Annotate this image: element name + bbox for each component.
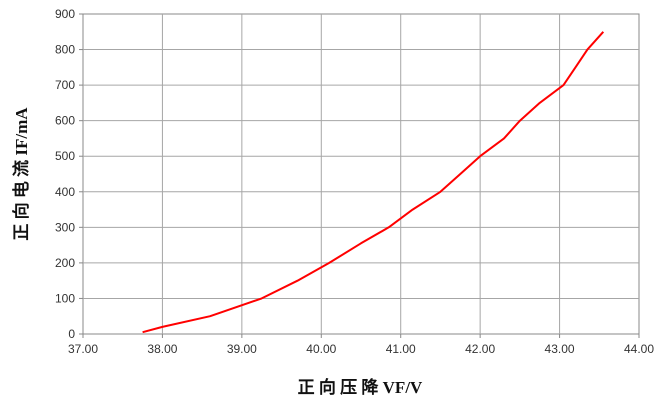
- y-tick-label: 0: [68, 327, 75, 341]
- x-tick-label: 37.00: [68, 342, 98, 356]
- y-tick-label: 100: [55, 291, 75, 305]
- x-tick-labels: 37.00 38.00 39.00 40.00 41.00 42.00 43.00 44.00: [68, 342, 654, 356]
- x-tick-label: 41.00: [386, 342, 416, 356]
- y-tick-label: 900: [55, 7, 75, 21]
- series-line: [142, 31, 605, 334]
- x-tick-label: 42.00: [465, 342, 495, 356]
- y-tick-label: 800: [55, 43, 75, 57]
- x-tick-label: 44.00: [624, 342, 654, 356]
- y-tick-labels: 0 100 200 300 400 500 600 700 800 900: [55, 7, 75, 341]
- y-axis-title: 正 向 电 流 IF/mA: [11, 107, 31, 241]
- y-tick-label: 300: [55, 220, 75, 234]
- grid-lines: [79, 13, 640, 338]
- x-tick-label: 39.00: [227, 342, 257, 356]
- x-axis-title: 正 向 压 降 VF/V: [298, 377, 423, 397]
- plot-area: [82, 13, 640, 335]
- x-tick-label: 40.00: [306, 342, 336, 356]
- y-tick-label: 500: [55, 149, 75, 163]
- series-group: [142, 31, 605, 334]
- x-tick-label: 38.00: [147, 342, 177, 356]
- y-tick-label: 700: [55, 78, 75, 92]
- y-tick-label: 600: [55, 114, 75, 128]
- y-tick-label: 400: [55, 185, 75, 199]
- y-tick-label: 200: [55, 256, 75, 270]
- x-tick-label: 43.00: [545, 342, 575, 356]
